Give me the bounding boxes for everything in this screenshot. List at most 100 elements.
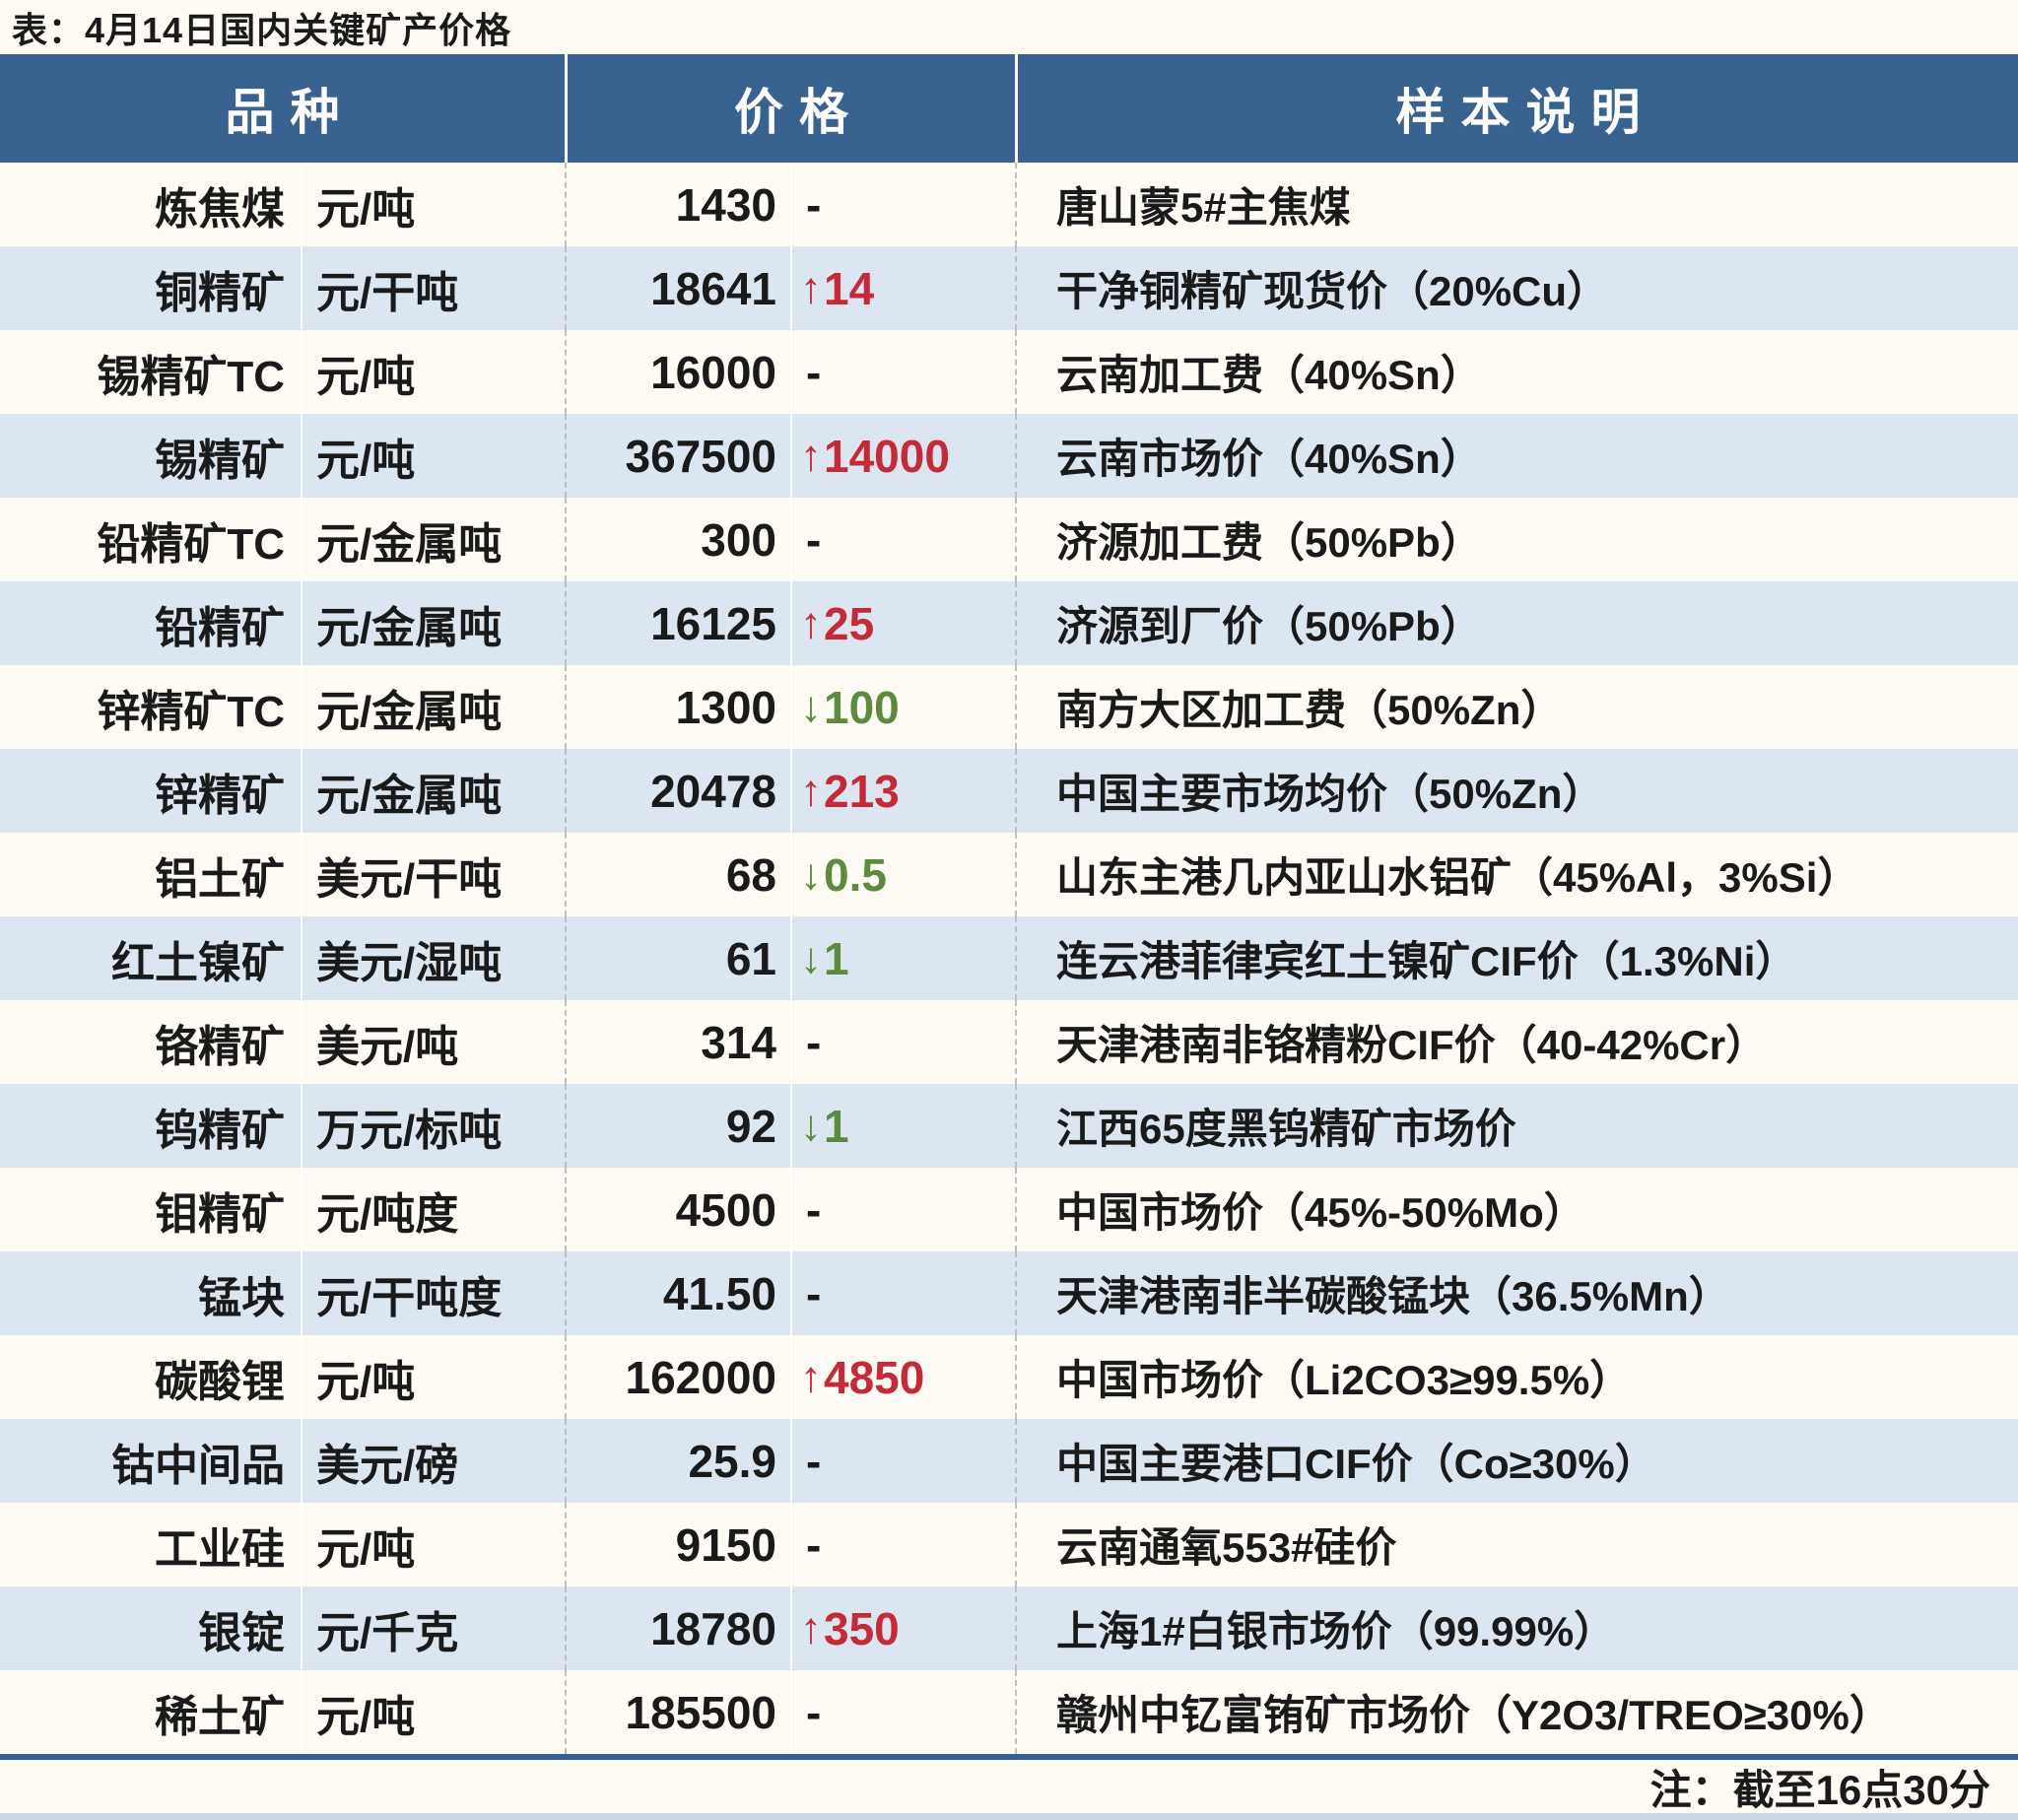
price-change: - bbox=[790, 498, 1015, 581]
mineral-name: 铝土矿 bbox=[155, 854, 285, 904]
change-direction-icon: ↑ bbox=[800, 598, 822, 647]
change-value: 0.5 bbox=[824, 848, 887, 901]
change-value: 14 bbox=[824, 262, 875, 314]
mineral-name: 锌精矿 bbox=[155, 771, 285, 820]
price-change: - bbox=[790, 1670, 1015, 1754]
mineral-name: 钼精矿 bbox=[155, 1189, 285, 1239]
price-unit: 元/金属吨 bbox=[301, 498, 565, 581]
table-row: 工业硅 元/吨 9150 - 云南通氧553#硅价 bbox=[0, 1503, 2018, 1586]
price-value: 41.50 bbox=[565, 1251, 790, 1335]
title-bar: 表：4月14日国内关键矿产价格 bbox=[0, 0, 2018, 54]
mineral-name: 锡精矿 bbox=[155, 436, 285, 485]
change-value: 1 bbox=[824, 932, 849, 984]
price-change: ↓ 0.5 bbox=[790, 833, 1015, 916]
change-direction-icon: ↓ bbox=[800, 849, 822, 899]
table-row: 锰块 元/干吨度 41.50 - 天津港南非半碳酸锰块（36.5%Mn） bbox=[0, 1251, 2018, 1335]
price-unit: 元/吨 bbox=[301, 1670, 565, 1754]
sample-description: 天津港南非铬精粉CIF价（40-42%Cr） bbox=[1015, 1000, 2018, 1084]
price-change: - bbox=[790, 1000, 1015, 1084]
change-value: 14000 bbox=[824, 430, 950, 482]
header-price: 价格 bbox=[565, 54, 1015, 163]
header-variety: 品种 bbox=[225, 85, 356, 140]
mineral-name: 工业硅 bbox=[155, 1524, 285, 1574]
table-row: 碳酸锂 元/吨 162000 ↑ 4850 中国市场价（Li2CO3≥99.5%） bbox=[0, 1335, 2018, 1419]
change-value: - bbox=[806, 1016, 822, 1068]
sample-description: 山东主港几内亚山水铝矿（45%Al，3%Si） bbox=[1015, 833, 2018, 916]
table-row: 炼焦煤 元/吨 1430 - 唐山蒙5#主焦煤 bbox=[0, 163, 2018, 246]
price-unit: 元/干吨 bbox=[301, 246, 565, 330]
price-change: - bbox=[790, 1251, 1015, 1335]
price-value: 1300 bbox=[565, 665, 790, 749]
price-unit: 元/吨 bbox=[301, 1503, 565, 1586]
price-change: ↑ 14 bbox=[790, 246, 1015, 330]
sample-description: 云南通氧553#硅价 bbox=[1015, 1503, 2018, 1586]
sample-description: 济源到厂价（50%Pb） bbox=[1015, 581, 2018, 665]
mineral-name: 锡精矿TC bbox=[97, 352, 285, 401]
price-unit: 美元/湿吨 bbox=[301, 916, 565, 1000]
mineral-name: 铅精矿 bbox=[155, 603, 285, 652]
price-value: 16125 bbox=[565, 581, 790, 665]
change-direction-icon: ↑ bbox=[800, 431, 822, 480]
sample-description: 中国主要市场均价（50%Zn） bbox=[1015, 749, 2018, 833]
page-title: 表：4月14日国内关键矿产价格 bbox=[12, 9, 512, 50]
price-unit: 元/干吨度 bbox=[301, 1251, 565, 1335]
change-direction-icon: ↑ bbox=[800, 1352, 822, 1401]
table-row: 稀土矿 元/吨 185500 - 赣州中钇富铕矿市场价（Y2O3/TREO≥30… bbox=[0, 1670, 2018, 1754]
mineral-name: 银锭 bbox=[198, 1608, 285, 1657]
sample-description: 天津港南非半碳酸锰块（36.5%Mn） bbox=[1015, 1251, 2018, 1335]
table-row: 铜精矿 元/干吨 18641 ↑ 14 干净铜精矿现货价（20%Cu） bbox=[0, 246, 2018, 330]
table-row: 铬精矿 美元/吨 314 - 天津港南非铬精粉CIF价（40-42%Cr） bbox=[0, 1000, 2018, 1084]
change-value: 100 bbox=[824, 681, 900, 733]
change-direction-icon: ↑ bbox=[800, 1603, 822, 1652]
price-unit: 元/吨 bbox=[301, 414, 565, 498]
mineral-name: 锰块 bbox=[198, 1273, 285, 1322]
price-unit: 元/吨 bbox=[301, 163, 565, 246]
price-value: 9150 bbox=[565, 1503, 790, 1586]
mineral-name: 铜精矿 bbox=[155, 268, 285, 317]
price-change: ↑ 25 bbox=[790, 581, 1015, 665]
sample-description: 中国主要港口CIF价（Co≥30%） bbox=[1015, 1419, 2018, 1503]
price-change: - bbox=[790, 1419, 1015, 1503]
mineral-name: 锌精矿TC bbox=[97, 687, 285, 736]
change-direction-icon: ↑ bbox=[800, 263, 822, 312]
sample-description: 云南加工费（40%Sn） bbox=[1015, 330, 2018, 414]
table-row: 钼精矿 元/吨度 4500 - 中国市场价（45%-50%Mo） bbox=[0, 1168, 2018, 1251]
price-change: ↑ 350 bbox=[790, 1586, 1015, 1670]
mineral-name: 铬精矿 bbox=[155, 1022, 285, 1071]
change-value: - bbox=[806, 1267, 822, 1319]
change-value: 1 bbox=[824, 1100, 849, 1152]
change-value: - bbox=[806, 1183, 822, 1236]
price-unit: 元/金属吨 bbox=[301, 665, 565, 749]
sample-description: 干净铜精矿现货价（20%Cu） bbox=[1015, 246, 2018, 330]
price-value: 162000 bbox=[565, 1335, 790, 1419]
mineral-name: 钴中间品 bbox=[111, 1441, 285, 1490]
change-value: - bbox=[806, 513, 822, 566]
price-value: 300 bbox=[565, 498, 790, 581]
price-value: 314 bbox=[565, 1000, 790, 1084]
price-value: 16000 bbox=[565, 330, 790, 414]
table-row: 铅精矿TC 元/金属吨 300 - 济源加工费（50%Pb） bbox=[0, 498, 2018, 581]
price-value: 18780 bbox=[565, 1586, 790, 1670]
change-value: 350 bbox=[824, 1602, 900, 1654]
price-value: 185500 bbox=[565, 1670, 790, 1754]
mineral-name: 铅精矿TC bbox=[97, 519, 285, 569]
price-value: 4500 bbox=[565, 1168, 790, 1251]
sample-description: 云南市场价（40%Sn） bbox=[1015, 414, 2018, 498]
price-unit: 元/吨度 bbox=[301, 1168, 565, 1251]
table-row: 锡精矿TC 元/吨 16000 - 云南加工费（40%Sn） bbox=[0, 330, 2018, 414]
price-unit: 元/千克 bbox=[301, 1586, 565, 1670]
change-direction-icon: ↓ bbox=[800, 933, 822, 982]
price-value: 18641 bbox=[565, 246, 790, 330]
table-row: 锌精矿TC 元/金属吨 1300 ↓ 100 南方大区加工费（50%Zn） bbox=[0, 665, 2018, 749]
sample-description: 江西65度黑钨精矿市场价 bbox=[1015, 1084, 2018, 1168]
mineral-name: 钨精矿 bbox=[155, 1106, 285, 1155]
change-value: - bbox=[806, 1518, 822, 1571]
table-row: 钨精矿 万元/标吨 92 ↓ 1 江西65度黑钨精矿市场价 bbox=[0, 1084, 2018, 1168]
bottom-strip bbox=[0, 1813, 2018, 1820]
price-change: - bbox=[790, 330, 1015, 414]
table-bottom-border bbox=[0, 1754, 2018, 1760]
mineral-name: 炼焦煤 bbox=[155, 184, 285, 234]
price-change: ↑ 213 bbox=[790, 749, 1015, 833]
price-change: - bbox=[790, 163, 1015, 246]
